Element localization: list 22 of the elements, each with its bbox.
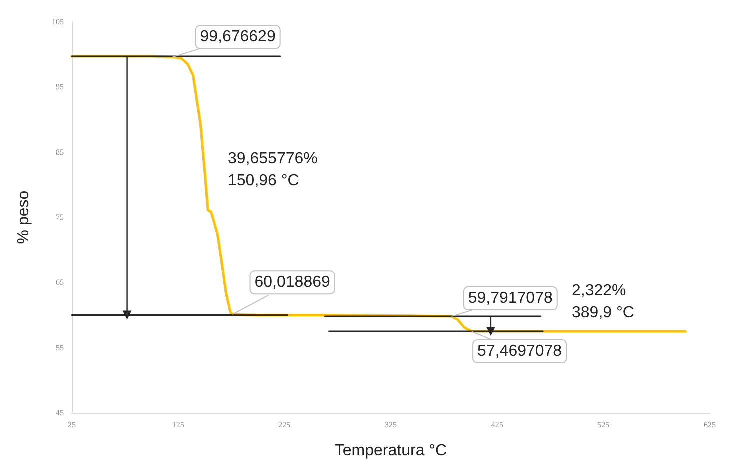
x-tick-label: 525 [598, 420, 610, 430]
y-tick-label: 55 [56, 343, 64, 352]
x-axis-title: Temperatura °C [334, 442, 448, 460]
y-axis-title: % peso [16, 190, 32, 244]
annotation: 59,7917078 [468, 290, 553, 308]
x-tick-label: 425 [491, 420, 504, 430]
x-tick-label: 25 [68, 420, 76, 430]
y-tick-label: 45 [56, 408, 64, 418]
x-tick-label: 325 [385, 420, 397, 430]
annotation: 39,655776% 150,96 °C [228, 150, 318, 190]
y-tick-label: 75 [56, 213, 64, 222]
y-tick-label: 85 [56, 148, 64, 157]
annotation: 99,676629 [200, 28, 276, 46]
x-tick-label: 125 [172, 420, 184, 430]
annotation: 60,018869 [254, 274, 330, 292]
x-tick-label: 625 [704, 420, 716, 430]
annotation: 2,322% 389,9 °C [572, 282, 634, 322]
x-tick-label: 225 [278, 420, 291, 430]
annotation: 57,4697078 [478, 343, 562, 360]
y-tick-label: 65 [56, 278, 64, 288]
y-tick-label: 95 [56, 82, 64, 92]
y-tick-label: 105 [52, 18, 64, 26]
